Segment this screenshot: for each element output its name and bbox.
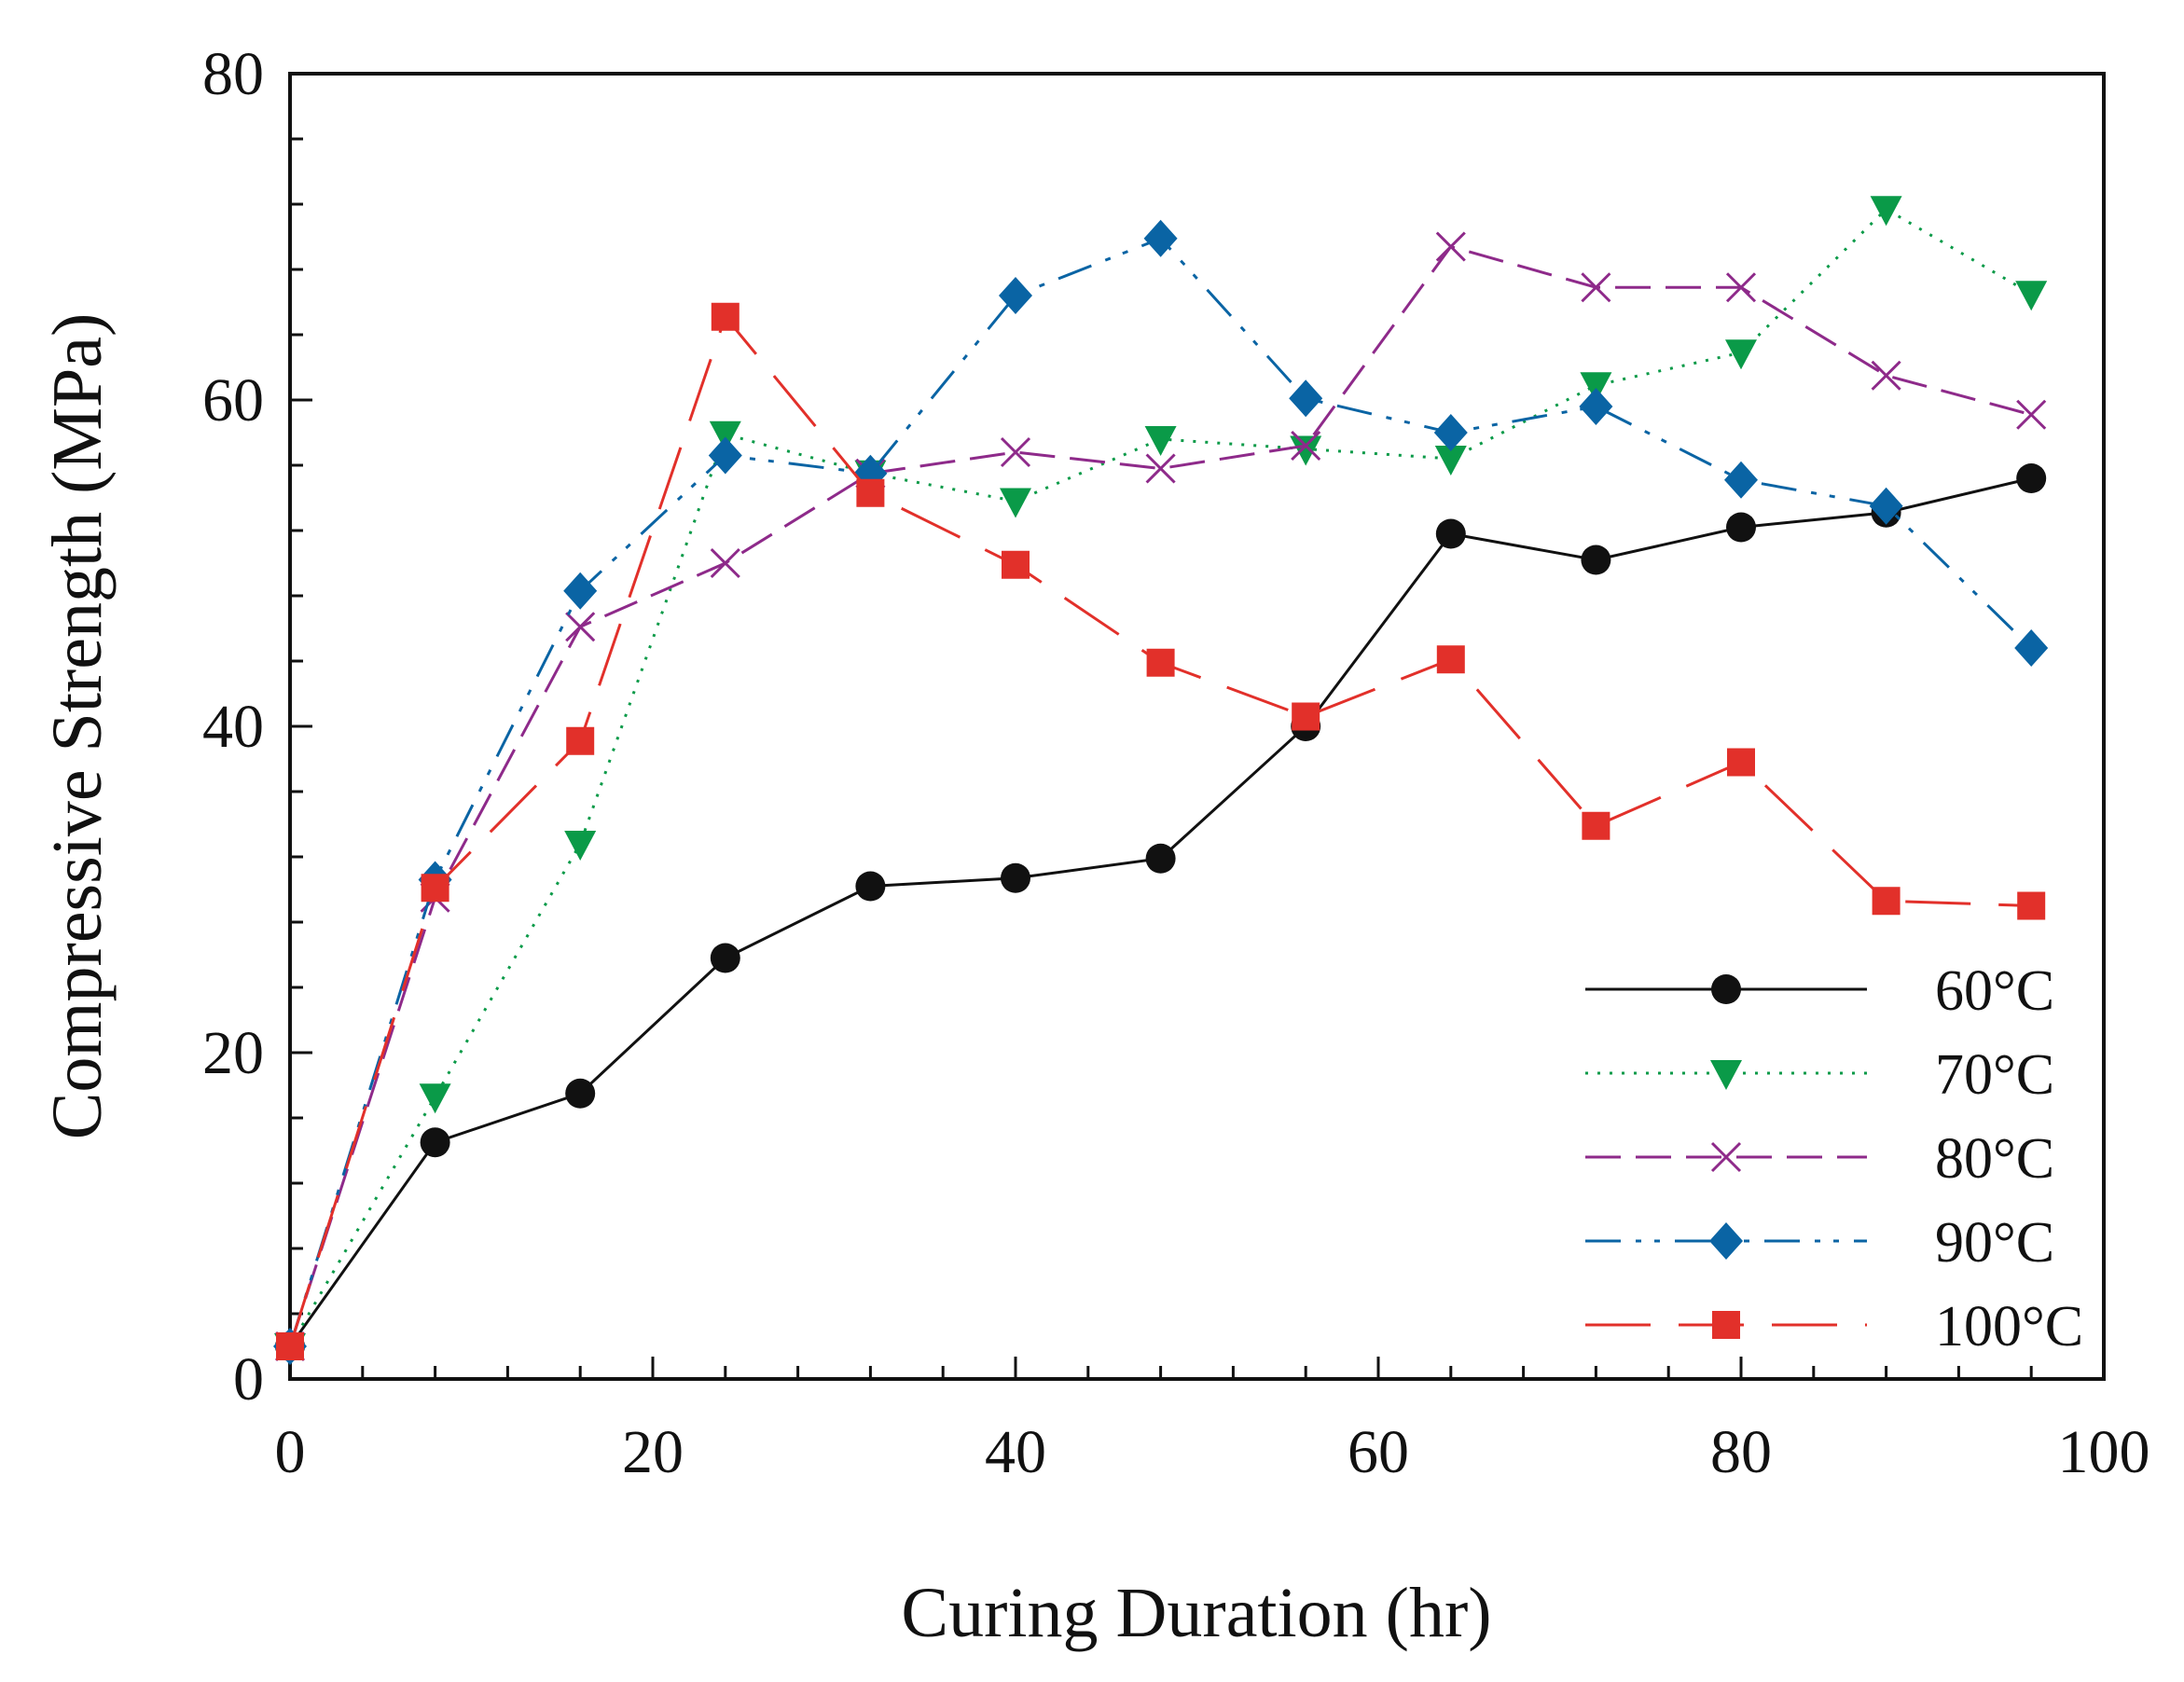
- data-point: [1872, 887, 1901, 916]
- x-tick-label: 20: [622, 1418, 684, 1486]
- legend-item: 100°C: [1585, 1295, 2083, 1358]
- legend-marker: [1710, 1141, 1742, 1173]
- series-4: [276, 302, 2046, 1360]
- legend-marker: [1709, 1222, 1743, 1260]
- data-point: [1001, 862, 1030, 893]
- data-point: [1002, 550, 1030, 579]
- data-point: [1726, 512, 1756, 543]
- data-point: [1724, 461, 1758, 499]
- data-point: [1581, 272, 1611, 303]
- data-point: [1436, 645, 1465, 674]
- legend-item: 80°C: [1585, 1127, 2054, 1191]
- data-point: [1727, 748, 1755, 777]
- series-line: [288, 236, 2033, 1347]
- data-point: [421, 874, 449, 903]
- series-line: [288, 207, 2032, 1347]
- legend-item: 90°C: [1585, 1211, 2054, 1275]
- data-point: [420, 1127, 450, 1158]
- x-tick-label: 80: [1710, 1418, 1772, 1486]
- legend-label: 80°C: [1935, 1127, 2054, 1191]
- x-axis-label: Curing Duration (hr): [901, 1574, 1491, 1652]
- legend-label: 60°C: [1935, 959, 2054, 1023]
- y-tick-label: 60: [202, 366, 264, 434]
- data-point: [1871, 360, 1901, 391]
- data-point: [1292, 702, 1320, 731]
- series-3: [273, 219, 2049, 1365]
- data-point: [1579, 388, 1613, 425]
- series-line: [288, 313, 2032, 1347]
- legend-label: 100°C: [1935, 1295, 2083, 1358]
- data-point: [711, 302, 740, 331]
- data-point: [1434, 446, 1467, 476]
- data-point: [1146, 648, 1175, 677]
- data-point: [2016, 399, 2047, 430]
- data-point: [565, 1078, 596, 1109]
- data-point: [1000, 436, 1031, 468]
- data-point: [710, 943, 740, 973]
- data-point: [856, 478, 885, 507]
- y-tick-label: 20: [202, 1019, 264, 1087]
- data-point: [1435, 518, 1466, 549]
- plot-frame: [288, 72, 2106, 1381]
- data-point: [1580, 372, 1612, 403]
- data-point: [2015, 281, 2048, 311]
- data-point: [855, 871, 886, 902]
- data-point: [1433, 414, 1468, 451]
- data-point: [1145, 843, 1176, 874]
- data-point: [565, 612, 596, 642]
- data-point: [1145, 453, 1176, 484]
- y-tick-label: 40: [202, 693, 264, 761]
- data-point: [2017, 891, 2046, 920]
- y-tick-label: 0: [233, 1345, 264, 1413]
- y-tick-label: 80: [202, 40, 264, 108]
- data-point: [709, 420, 741, 451]
- data-point: [1582, 811, 1610, 840]
- data-point: [1870, 196, 1902, 227]
- legend-item: 70°C: [1585, 1043, 2054, 1107]
- legend-label: 90°C: [1935, 1211, 2054, 1275]
- data-point: [276, 1332, 304, 1360]
- data-point: [1143, 219, 1178, 257]
- x-tick-label: 40: [985, 1418, 1046, 1486]
- data-point: [563, 572, 598, 610]
- data-point: [564, 831, 597, 861]
- data-point: [566, 726, 595, 755]
- legend-marker: [1710, 1060, 1742, 1090]
- data-point: [999, 277, 1032, 314]
- series-1: [274, 196, 2048, 1363]
- data-point: [1581, 545, 1611, 575]
- series-line: [288, 244, 2032, 1347]
- data-point: [1000, 488, 1031, 518]
- x-tick-label: 60: [1348, 1418, 1409, 1486]
- data-point: [1435, 231, 1466, 262]
- data-point: [1291, 430, 1321, 462]
- x-tick-label: 100: [2058, 1418, 2150, 1486]
- data-point: [2016, 463, 2047, 493]
- legend-marker: [1711, 974, 1741, 1004]
- data-point: [1290, 435, 1322, 466]
- data-point: [1289, 379, 1323, 418]
- data-point: [419, 1083, 451, 1114]
- data-point: [1869, 487, 1903, 525]
- legend-label: 70°C: [1935, 1043, 2054, 1107]
- data-point: [1144, 426, 1177, 456]
- legend-item: 60°C: [1585, 959, 2054, 1023]
- series-2: [274, 231, 2047, 1362]
- x-tick-label: 0: [275, 1418, 306, 1486]
- series-0: [275, 463, 2047, 1361]
- series-line: [288, 476, 2032, 1347]
- data-point: [2014, 629, 2049, 667]
- data-point: [1725, 272, 1757, 303]
- y-axis-label: Compressive Strength (MPa): [38, 313, 117, 1140]
- data-point: [1725, 339, 1757, 370]
- legend-marker: [1712, 1311, 1740, 1339]
- data-point: [708, 436, 742, 475]
- data-point: [710, 547, 740, 579]
